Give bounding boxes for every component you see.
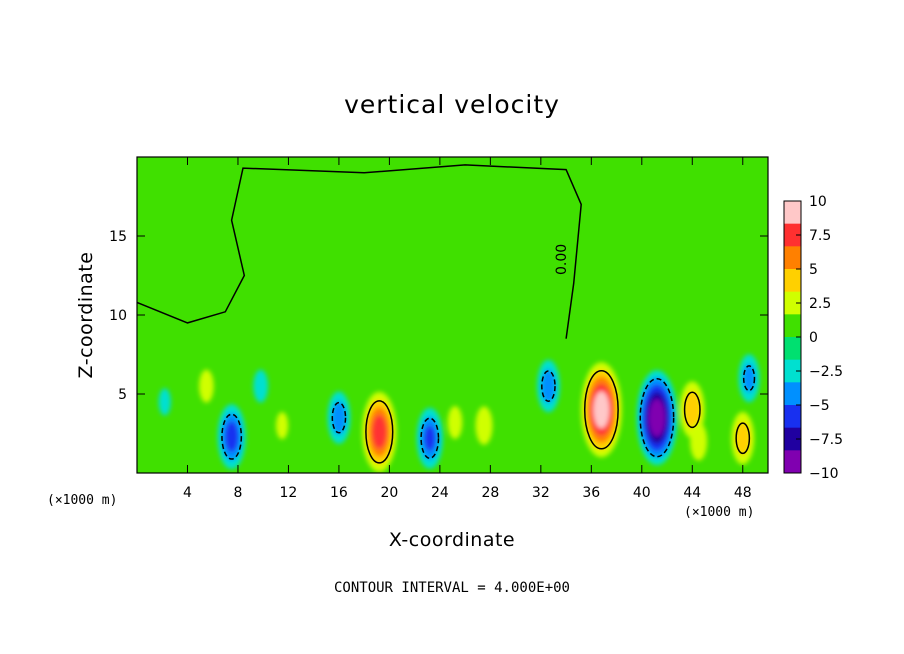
field-feature-10 [537, 359, 560, 413]
field-level [595, 396, 608, 424]
x-axis-label: X-coordinate [389, 529, 515, 551]
field-feature-7 [416, 407, 443, 469]
colorbar-swatch [784, 291, 801, 315]
contour-ring-11 [583, 370, 619, 450]
colorbar-swatch [784, 405, 801, 429]
x-axis: 4 8 12 16 20 24 28 32 36 40 44 48 [183, 157, 752, 501]
field-feature-15 [731, 412, 755, 465]
field-feature-3 [253, 369, 268, 403]
field-level [651, 404, 663, 432]
colorbar: 10 7.5 5 2.5 0 −2.5 −5 −7.5 −10 [783, 194, 843, 482]
field-level [449, 409, 461, 436]
colorbar-label: −2.5 [809, 364, 843, 380]
colorbar-label: −5 [809, 398, 830, 414]
x-unit-left: (×1000 m) [47, 493, 117, 508]
y-axis-label: Z-coordinate [75, 252, 97, 379]
field-feature-1 [199, 369, 214, 403]
field-level [743, 365, 755, 391]
field-level [254, 373, 267, 400]
field-level [158, 388, 171, 416]
colorbar-swatch [784, 223, 801, 247]
x-tick-label: 20 [380, 485, 398, 501]
contour-ring-13 [683, 391, 701, 429]
contour-ring-6 [365, 400, 394, 464]
colorbar-label: 2.5 [809, 296, 831, 312]
contour-ring-2 [221, 413, 243, 460]
colorbar-swatch [784, 201, 801, 225]
contour-ring-10 [541, 370, 556, 402]
field-level [478, 412, 490, 439]
field-feature-5 [327, 391, 351, 444]
field-level [226, 424, 238, 450]
x-tick-label: 40 [633, 485, 651, 501]
x-tick-label: 32 [532, 485, 550, 501]
y-tick-label: 5 [118, 387, 127, 403]
x-unit-right: (×1000 m) [684, 505, 754, 520]
field-level [200, 373, 213, 400]
x-tick-label: 36 [582, 485, 600, 501]
colorbar-label: 7.5 [809, 228, 831, 244]
colorbar-label: 0 [809, 330, 818, 346]
field-level [686, 397, 698, 423]
x-tick-label: 4 [183, 485, 192, 501]
contour-ring-15 [735, 422, 751, 455]
contour-lines [137, 164, 756, 464]
contour-interval-note: CONTOUR INTERVAL = 4.000E+00 [334, 580, 570, 596]
colorbar-label: −7.5 [809, 432, 843, 448]
plot-area [137, 157, 768, 473]
x-tick-label: 48 [734, 485, 752, 501]
zero-contour [137, 164, 582, 339]
colorbar-swatch [784, 382, 801, 406]
field-feature-11 [581, 362, 622, 458]
field-feature-9 [475, 406, 493, 445]
field-feature-14 [690, 422, 708, 461]
field-level [543, 373, 554, 399]
chart-title: vertical velocity [344, 90, 560, 119]
colorbar-swatch [784, 269, 801, 293]
field-level [276, 412, 289, 440]
field-level [692, 428, 705, 455]
y-axis: 5 10 15 [109, 229, 768, 403]
field-feature-4 [276, 412, 289, 440]
colorbar-swatch [784, 246, 801, 270]
colorbar-swatch [784, 337, 801, 361]
field-feature-16 [738, 354, 760, 403]
field-level [737, 425, 749, 451]
contour-label: 0.00 [554, 244, 570, 275]
colorbar-swatch [784, 427, 801, 451]
x-tick-label: 12 [280, 485, 298, 501]
field-feature-0 [158, 388, 171, 416]
x-tick-label: 24 [431, 485, 449, 501]
colorbar-label: 10 [809, 194, 827, 210]
colorbar-label: 5 [809, 262, 818, 278]
colorbar-swatch [784, 314, 801, 338]
field-level [373, 419, 385, 445]
x-tick-label: 8 [233, 485, 242, 501]
contour-ring-16 [742, 365, 756, 392]
field-feature-6 [362, 391, 397, 473]
field-feature-8 [447, 405, 463, 439]
y-tick-label: 10 [109, 308, 127, 324]
field-level [424, 425, 436, 451]
colorbar-label: −10 [809, 466, 839, 482]
x-tick-label: 44 [683, 485, 701, 501]
field-feature-12 [636, 370, 678, 466]
contour-ring-7 [420, 417, 440, 459]
x-tick-label: 16 [330, 485, 348, 501]
field-level [333, 405, 345, 431]
contour-ring-12 [639, 377, 675, 458]
y-tick-label: 15 [109, 229, 127, 245]
colorbar-swatch [784, 359, 801, 383]
x-tick-label: 28 [481, 485, 499, 501]
colorbar-swatch [784, 450, 801, 474]
contour-ring-5 [331, 401, 347, 434]
